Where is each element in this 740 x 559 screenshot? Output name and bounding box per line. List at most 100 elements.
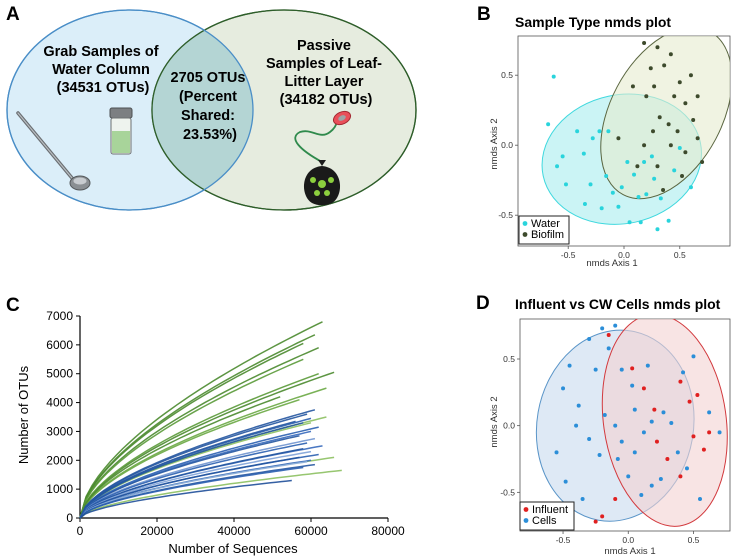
point-cells — [574, 423, 579, 428]
rarefaction-curve-b4 — [79, 422, 304, 519]
y-tick-label: 3000 — [46, 424, 73, 438]
point-water — [688, 185, 693, 190]
point-biofilm — [655, 164, 660, 169]
point-influent — [613, 497, 618, 501]
point-cells — [632, 450, 637, 455]
point-biofilm — [666, 122, 671, 127]
point-influent — [687, 399, 692, 404]
litter-bag-icon — [303, 160, 341, 206]
point-cells — [649, 419, 654, 424]
vial-icon — [109, 107, 133, 155]
point-biofilm — [616, 136, 621, 141]
point-water — [655, 227, 660, 232]
point-influent — [630, 366, 635, 371]
point-cells — [593, 367, 598, 372]
point-biofilm — [644, 94, 649, 99]
point-cells — [613, 423, 618, 428]
point-cells — [587, 437, 592, 441]
point-cells — [567, 363, 572, 368]
point-water — [677, 146, 682, 150]
point-influent — [665, 457, 670, 461]
point-water — [590, 136, 595, 141]
point-influent — [593, 519, 598, 524]
x-tick-label: -0.5 — [556, 535, 571, 545]
point-water — [551, 74, 556, 79]
rarefaction-curve-b5 — [79, 426, 319, 519]
point-water — [619, 185, 624, 190]
point-cells — [580, 497, 585, 501]
point-biofilm — [700, 160, 705, 164]
legend-label: Influent — [532, 504, 568, 516]
point-water — [604, 174, 609, 178]
rarefaction-curve-b16 — [79, 460, 308, 519]
point-water — [649, 154, 654, 159]
y-tick-label: 4000 — [46, 396, 73, 410]
chart-d-xlabel: nmds Axis 1 — [604, 546, 655, 557]
rarefaction-curve-g14 — [79, 469, 342, 519]
point-cells — [630, 383, 635, 388]
x-tick-label: 0 — [77, 524, 84, 538]
x-tick-label: 20000 — [140, 524, 174, 538]
rarefaction-curve-b18 — [79, 466, 304, 519]
ellipse-biofilm — [600, 36, 730, 200]
rarefaction-curve-g4 — [79, 347, 319, 519]
y-tick-label: 0.5 — [503, 354, 515, 364]
venn-left-label: Grab Samples of Water Column (34531 OTUs… — [43, 44, 162, 96]
y-tick-label: 0.5 — [501, 70, 513, 80]
point-water — [582, 202, 587, 206]
point-biofilm — [683, 101, 688, 106]
point-biofilm — [675, 129, 680, 134]
point-influent — [707, 430, 712, 435]
x-tick-label: 0.5 — [688, 535, 700, 545]
chart-b-title: Sample Type nmds plot — [515, 14, 671, 30]
point-influent — [652, 407, 657, 412]
point-cells — [641, 430, 646, 435]
point-water — [599, 206, 604, 211]
point-biofilm — [642, 41, 647, 45]
point-water — [546, 122, 551, 127]
y-tick-label: 1000 — [46, 482, 73, 496]
point-cells — [563, 479, 568, 484]
point-water — [652, 176, 657, 181]
rarefaction-curve-g2 — [79, 334, 316, 519]
point-cells — [645, 363, 650, 368]
point-biofilm — [635, 164, 640, 169]
y-tick-label: 5000 — [46, 367, 73, 381]
point-influent — [654, 439, 659, 444]
y-tick-label: 0 — [66, 511, 73, 525]
rarefaction-curve-g10 — [79, 396, 281, 519]
point-cells — [606, 346, 611, 351]
panel-letter-c: C — [6, 295, 20, 316]
point-influent — [641, 386, 646, 391]
y-tick-label: 6000 — [46, 338, 73, 352]
rarefaction-curve-b11 — [79, 447, 304, 519]
point-biofilm — [683, 150, 688, 155]
point-cells — [681, 370, 686, 375]
point-cells — [587, 337, 592, 341]
point-biofilm — [672, 94, 677, 99]
point-biofilm — [695, 94, 700, 99]
x-tick-label: 0.0 — [618, 250, 630, 260]
point-cells — [554, 450, 559, 455]
panel-letter-a: A — [6, 4, 20, 25]
point-cells — [576, 403, 581, 408]
rarefaction-curve-g6 — [79, 371, 335, 519]
legend-marker — [523, 507, 529, 512]
panel-letter-d: D — [476, 293, 490, 314]
point-water — [627, 220, 632, 225]
rarefaction-curve-b2 — [79, 413, 308, 519]
legend-label: Cells — [532, 515, 557, 527]
point-cells — [707, 410, 712, 415]
chart-c-plot-area: 0 20000 40000 60000 80000 0 1000 2000 3000 4000 50… — [46, 309, 405, 538]
point-water — [597, 129, 602, 134]
point-water — [616, 204, 621, 209]
point-influent — [695, 393, 700, 397]
chart-b-xlabel: nmds Axis 1 — [586, 258, 637, 269]
point-cells — [684, 466, 689, 471]
panel-d: D Influent vs CW Cells nmds plot -0.5 0.0… — [476, 293, 731, 557]
point-influent — [600, 514, 605, 519]
chart-d-ylabel: nmds Axis 2 — [489, 396, 500, 447]
